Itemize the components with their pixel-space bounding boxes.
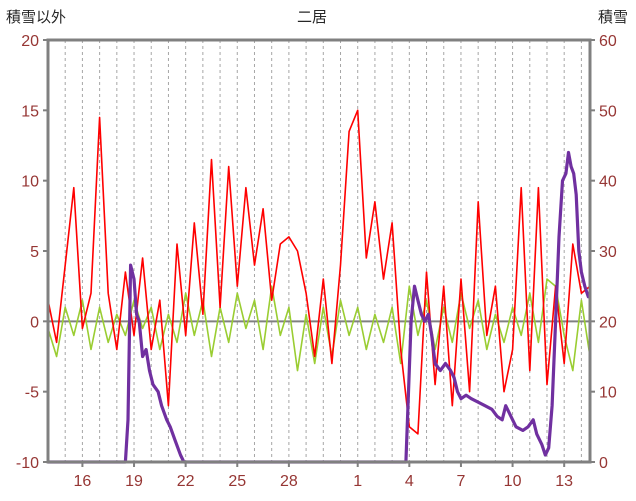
right-axis-tick-label: 0 [599, 455, 608, 472]
x-axis-tick-label: 7 [456, 473, 465, 490]
right-axis-tick-label: 10 [599, 385, 617, 402]
x-axis-tick-label: 22 [177, 473, 195, 490]
x-axis-tick-label: 4 [405, 473, 414, 490]
x-axis-tick-label: 13 [555, 473, 573, 490]
right-axis-title: 積雪 [598, 9, 628, 26]
right-axis-tick-label: 50 [599, 103, 617, 120]
right-axis-tick-label: 20 [599, 314, 617, 331]
right-axis-tick-label: 40 [599, 174, 617, 191]
series-red-line [47, 109, 591, 435]
chart-title: 二居 [297, 9, 327, 26]
left-axis-title: 積雪以外 [6, 9, 66, 26]
x-axis-tick-label: 1 [353, 473, 362, 490]
left-axis-tick-label: 15 [21, 103, 39, 120]
x-axis-tick-label: 16 [74, 473, 92, 490]
left-axis-tick-label: 10 [21, 174, 39, 191]
x-axis-tick-label: 25 [228, 473, 246, 490]
left-axis-tick-label: 0 [30, 314, 39, 331]
x-axis-tick-label: 19 [125, 473, 143, 490]
right-axis-tick-label: 30 [599, 244, 617, 261]
left-axis-tick-label: -5 [25, 385, 39, 402]
x-axis-tick-label: 28 [280, 473, 298, 490]
left-axis-tick-label: 20 [21, 33, 39, 50]
series-purple-line [46, 150, 590, 464]
left-axis-tick-label: 5 [30, 244, 39, 261]
left-axis-tick-label: -10 [16, 455, 39, 472]
x-axis-tick-label: 10 [504, 473, 522, 490]
right-axis-tick-label: 60 [599, 33, 617, 50]
